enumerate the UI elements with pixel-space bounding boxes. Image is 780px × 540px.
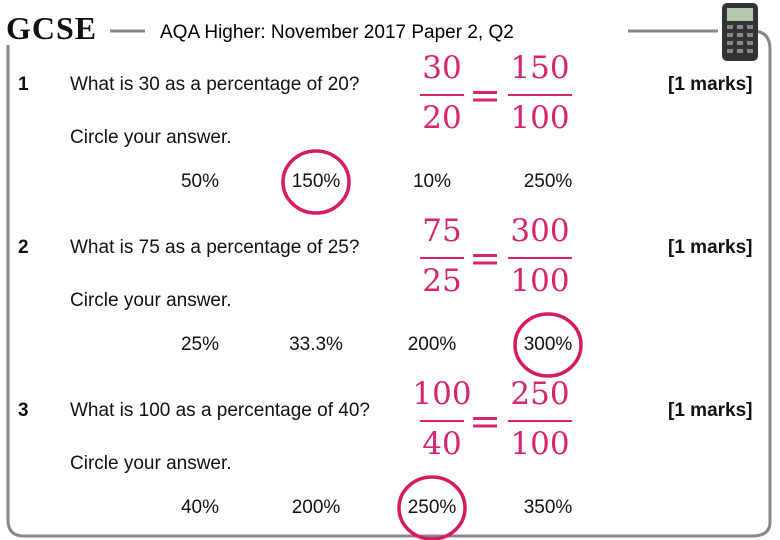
marks: [1 marks] [668, 400, 753, 421]
answer-option: 200% [407, 334, 457, 355]
answer-option: 10% [412, 171, 452, 192]
instruction: Circle your answer. [70, 127, 232, 148]
marks: [1 marks] [668, 237, 753, 258]
answer-option: 200% [291, 497, 341, 518]
equals-sign: = [469, 73, 501, 117]
logo: GCSE [6, 10, 98, 46]
answer-option: 40% [180, 497, 220, 518]
denominator: 100 [510, 100, 570, 136]
instruction: Circle your answer. [70, 290, 232, 311]
numerator: 150 [510, 50, 570, 86]
denominator: 100 [510, 263, 570, 299]
equals-sign: = [469, 399, 501, 443]
question-number: 1 [18, 74, 29, 95]
question-text: What is 100 as a percentage of 40? [70, 400, 370, 421]
instruction: Circle your answer. [70, 453, 232, 474]
calculator-icon [722, 3, 758, 61]
frame [6, 29, 772, 538]
answer-option: 33.3% [289, 334, 343, 355]
question-text: What is 30 as a percentage of 20? [70, 74, 360, 95]
answer-circle [513, 312, 583, 378]
answer-option: 350% [523, 497, 573, 518]
numerator: 250 [510, 376, 570, 412]
question-text: What is 75 as a percentage of 25? [70, 237, 360, 258]
answer-option: 50% [180, 171, 220, 192]
numerator: 300 [510, 213, 570, 249]
title: AQA Higher: November 2017 Paper 2, Q2 [160, 22, 514, 43]
numerator: 100 [412, 376, 472, 412]
answer-option: 150% [291, 171, 341, 192]
equals-sign: = [469, 236, 501, 280]
answer-circle [281, 149, 351, 215]
answer-option: 250% [407, 497, 457, 518]
question-number: 2 [18, 237, 29, 258]
answer-option: 250% [523, 171, 573, 192]
numerator: 75 [422, 213, 462, 249]
answer-option: 300% [523, 334, 573, 355]
answer-circle [397, 475, 467, 540]
denominator: 100 [510, 426, 570, 462]
numerator: 30 [422, 50, 462, 86]
denominator: 40 [422, 426, 462, 462]
question-number: 3 [18, 400, 29, 421]
denominator: 25 [422, 263, 462, 299]
denominator: 20 [422, 100, 462, 136]
marks: [1 marks] [668, 74, 753, 95]
answer-option: 25% [180, 334, 220, 355]
